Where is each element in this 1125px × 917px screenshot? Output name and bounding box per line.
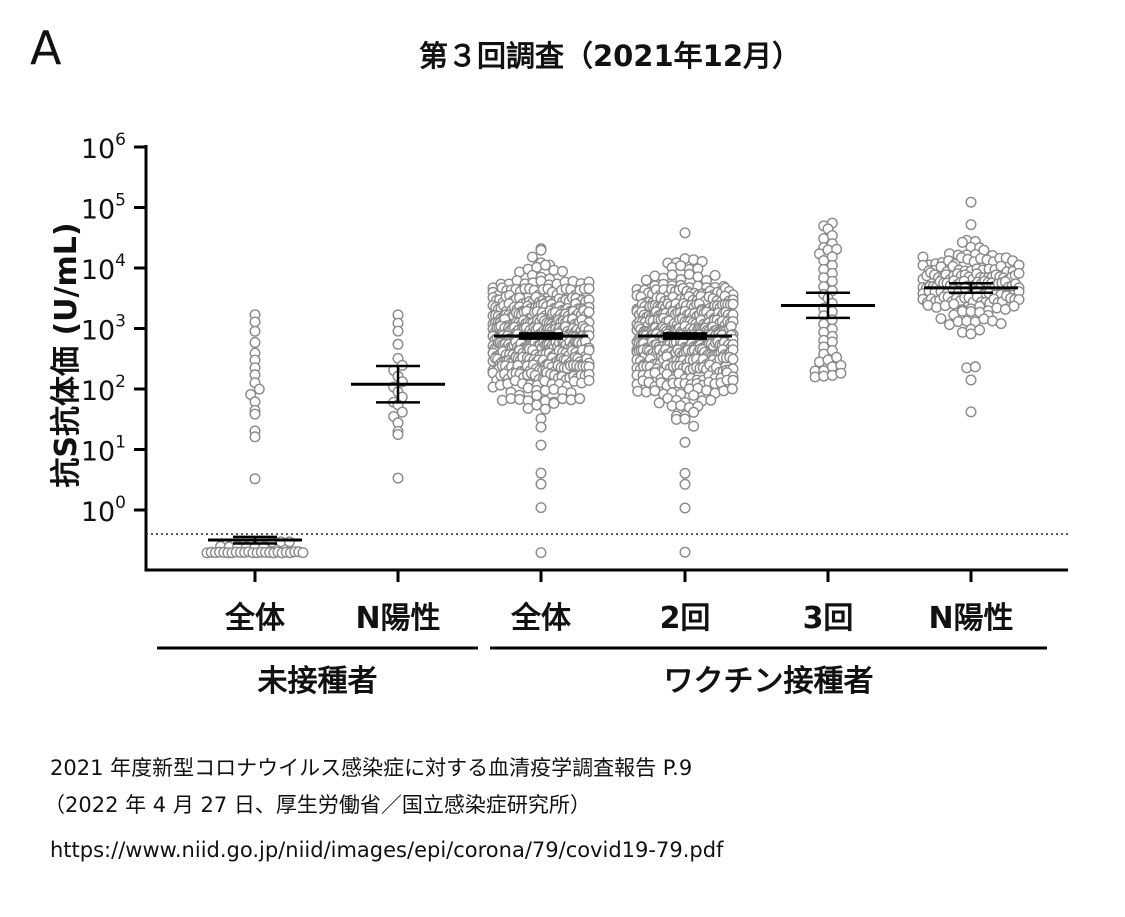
data-point xyxy=(392,325,404,337)
data-point xyxy=(574,393,586,405)
data-point xyxy=(965,406,977,418)
data-point xyxy=(709,269,721,281)
data-point xyxy=(535,439,547,451)
data-point xyxy=(535,478,547,490)
data-point xyxy=(705,394,717,406)
y-axis-label: 抗S抗体価 (U/mL) xyxy=(49,222,84,487)
data-point xyxy=(392,338,404,350)
data-point xyxy=(826,275,838,287)
data-point xyxy=(688,389,700,401)
data-point xyxy=(548,397,560,409)
data-point xyxy=(688,406,700,418)
x-tick-label: N陽性 xyxy=(928,601,1013,636)
data-point xyxy=(995,318,1007,330)
data-point xyxy=(297,547,309,559)
data-point xyxy=(965,328,977,340)
panel-label: A xyxy=(30,21,62,75)
data-point xyxy=(679,467,691,479)
data-point xyxy=(249,325,261,337)
data-points xyxy=(201,196,1025,559)
y-tick-label: 105 xyxy=(81,191,126,226)
data-point xyxy=(583,283,595,295)
data-point xyxy=(392,472,404,484)
data-point xyxy=(539,403,551,415)
data-point xyxy=(539,259,551,271)
y-tick-label: 103 xyxy=(81,312,126,347)
data-point xyxy=(969,361,981,373)
data-point xyxy=(965,196,977,208)
data-point xyxy=(583,306,595,318)
data-point xyxy=(535,421,547,433)
data-point xyxy=(653,397,665,409)
data-point xyxy=(835,367,847,379)
data-point xyxy=(727,298,739,310)
data-point xyxy=(526,251,538,263)
caption-source: 2021 年度新型コロナウイルス感染症に対する血清疫学調査報告 P.9 xyxy=(50,756,693,780)
data-point xyxy=(666,269,678,281)
data-point xyxy=(726,383,738,395)
data-point xyxy=(679,502,691,514)
data-point xyxy=(531,399,543,411)
data-point xyxy=(956,236,968,248)
group-label: ワクチン接種者 xyxy=(664,664,874,699)
y-tick-label: 101 xyxy=(81,433,126,468)
y-tick-label: 102 xyxy=(81,372,126,407)
y-tick-label: 106 xyxy=(81,130,126,165)
data-point xyxy=(557,265,569,277)
data-point xyxy=(640,274,652,286)
data-point xyxy=(249,473,261,485)
data-point xyxy=(679,546,691,558)
data-point xyxy=(396,406,408,418)
data-point xyxy=(249,337,261,349)
chart-title: 第３回調査（2021年12月） xyxy=(419,39,801,73)
x-tick-label: 3回 xyxy=(803,601,854,636)
data-point xyxy=(935,313,947,325)
data-point xyxy=(1008,300,1020,312)
data-point xyxy=(535,467,547,479)
data-point xyxy=(535,244,547,256)
data-point xyxy=(249,316,261,328)
data-point xyxy=(679,478,691,490)
caption-url[interactable]: https://www.niid.go.jp/niid/images/epi/c… xyxy=(50,838,724,862)
data-point xyxy=(535,547,547,559)
data-point xyxy=(727,353,739,365)
data-point xyxy=(965,374,977,386)
y-tick-label: 100 xyxy=(81,493,126,528)
x-tick-label: N陽性 xyxy=(355,601,440,636)
data-point xyxy=(253,383,265,395)
data-point xyxy=(965,219,977,231)
data-point xyxy=(1013,267,1025,279)
x-tick-label: 2回 xyxy=(660,601,711,636)
x-tick-label: 全体 xyxy=(510,601,572,636)
chart: A 第３回調査（2021年12月） 抗S抗体価 (U/mL) 100 101 102… xyxy=(30,21,1068,699)
data-point xyxy=(392,429,404,441)
data-point xyxy=(688,420,700,432)
y-tick-label: 104 xyxy=(81,251,126,286)
data-point xyxy=(679,436,691,448)
caption-publisher: （2022 年 4 月 27 日、厚生労働省／国立感染症研究所） xyxy=(44,793,591,817)
group-label: 未接種者 xyxy=(258,664,378,699)
data-point xyxy=(531,390,543,402)
summary-bars xyxy=(208,281,1018,545)
data-point xyxy=(249,408,261,420)
data-point xyxy=(583,375,595,387)
data-point xyxy=(679,227,691,239)
data-point xyxy=(535,502,547,514)
data-point xyxy=(679,413,691,425)
data-point xyxy=(948,298,960,310)
x-tick-label: 全体 xyxy=(224,601,286,636)
axes: 100 101 102 103 104 105 106 xyxy=(81,130,1068,582)
data-point xyxy=(249,431,261,443)
